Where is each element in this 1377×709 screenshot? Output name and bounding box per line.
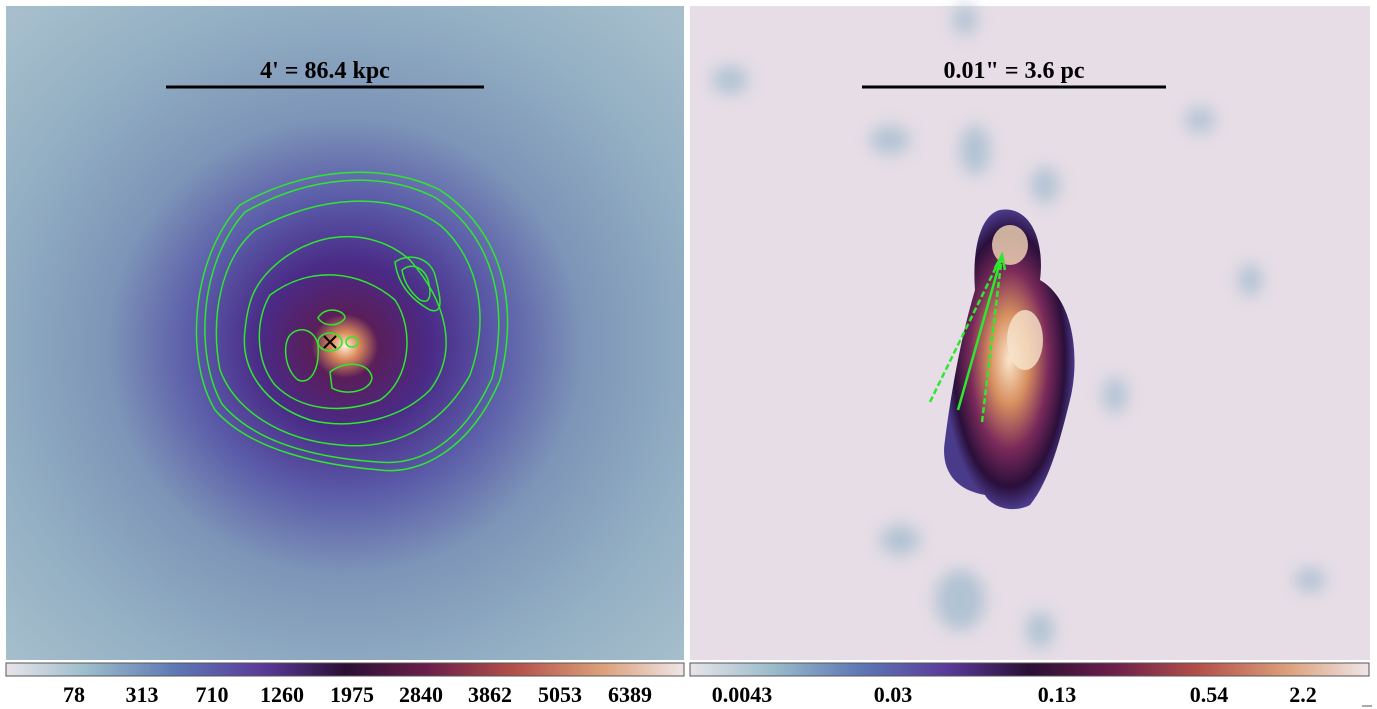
colorbar-tick-label: 0.0043 — [712, 682, 773, 707]
colorbar-tick-label: 0.03 — [874, 682, 913, 707]
colorbar-tick-label: 313 — [126, 682, 159, 707]
jet-emission — [944, 209, 1075, 510]
colorbar — [5, 662, 685, 677]
colorbar-tick-label: 2840 — [399, 682, 443, 707]
colorbar-tick-label: 710 — [196, 682, 229, 707]
center-marker — [323, 335, 337, 349]
noise-blobs — [712, 5, 1325, 648]
colorbar-tick-label: 5053 — [538, 682, 582, 707]
jet-knot — [1007, 310, 1043, 370]
colorbar-tick-label: 2.2 — [1289, 682, 1317, 707]
arrows — [928, 251, 1007, 423]
contours — [195, 171, 509, 472]
colorbar-tick-label: 3862 — [468, 682, 512, 707]
jet-core — [992, 225, 1028, 265]
xray-image — [6, 6, 684, 660]
scale-label: 0.01" = 3.6 pc — [944, 58, 1085, 84]
colorbar-tick-label: 1260 — [260, 682, 304, 707]
scale-label: 4' = 86.4 kpc — [260, 58, 390, 84]
colorbar-tick-label: 78 — [63, 682, 85, 707]
colorbar-tick-label: 0.13 — [1038, 682, 1077, 707]
colorbar-tick-label: 6389 — [608, 682, 652, 707]
colorbar-tick-label: 1975 — [330, 682, 374, 707]
colorbar — [689, 662, 1370, 677]
colorbar-tick-label: 0.54 — [1190, 682, 1229, 707]
